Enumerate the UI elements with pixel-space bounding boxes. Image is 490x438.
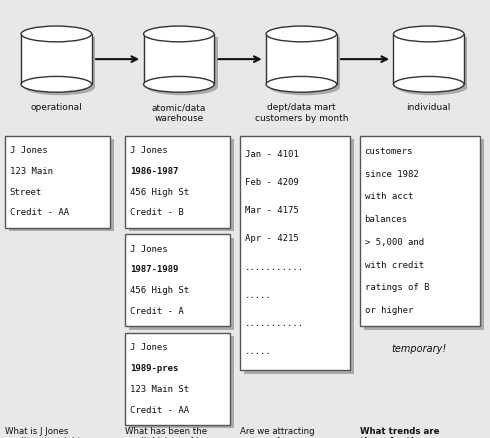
Text: dept/data mart
customers by month: dept/data mart customers by month [255,103,348,123]
Polygon shape [129,238,234,330]
Text: Mar - 4175: Mar - 4175 [245,206,299,215]
Text: 1989-pres: 1989-pres [130,364,178,373]
Polygon shape [24,37,95,88]
Ellipse shape [393,76,464,92]
Ellipse shape [397,80,467,95]
Polygon shape [266,34,337,84]
FancyBboxPatch shape [240,136,350,370]
Text: 456 High St: 456 High St [130,286,189,295]
Ellipse shape [144,76,214,92]
Text: balances: balances [365,215,408,224]
Text: 123 Main: 123 Main [10,167,53,176]
Ellipse shape [144,26,214,42]
Ellipse shape [266,26,337,42]
Polygon shape [129,336,234,428]
Polygon shape [21,34,92,84]
Ellipse shape [24,80,95,95]
Text: What has been the
credit history of J
Jones?: What has been the credit history of J Jo… [125,427,207,438]
Text: operational: operational [30,103,82,112]
Polygon shape [244,139,354,374]
Text: J Jones: J Jones [130,343,168,352]
Text: or higher: or higher [365,306,413,315]
FancyBboxPatch shape [5,136,110,228]
Polygon shape [9,139,114,231]
Polygon shape [147,37,218,88]
Text: with acct: with acct [365,192,413,201]
Ellipse shape [270,80,340,95]
Text: since 1982: since 1982 [365,170,418,179]
Text: ...........: ........... [245,319,304,328]
Text: temporary!: temporary! [392,344,446,354]
Text: Credit - A: Credit - A [130,307,184,316]
Text: 456 High St: 456 High St [130,187,189,197]
Polygon shape [270,37,340,88]
Ellipse shape [266,76,337,92]
Text: .....: ..... [245,291,272,300]
Text: Credit - B: Credit - B [130,208,184,218]
Text: Street: Street [10,187,42,197]
Ellipse shape [147,80,218,95]
Text: 1987-1989: 1987-1989 [130,265,178,275]
Ellipse shape [21,26,92,42]
Ellipse shape [393,26,464,42]
Text: atomic/data
warehouse: atomic/data warehouse [152,103,206,123]
Text: J Jones: J Jones [130,244,168,254]
Text: J Jones: J Jones [130,146,168,155]
Text: J Jones: J Jones [10,146,48,155]
Text: Credit - AA: Credit - AA [130,406,189,415]
FancyBboxPatch shape [125,136,230,228]
Text: customers: customers [365,147,413,156]
Text: .....: ..... [245,347,272,356]
Text: ...........: ........... [245,262,304,272]
Text: Are we attracting
more or fewer
customers over
time?: Are we attracting more or fewer customer… [240,427,315,438]
Text: Jan - 4101: Jan - 4101 [245,150,299,159]
Text: What is J Jones
credit rating right
now?: What is J Jones credit rating right now? [5,427,81,438]
Text: with credit: with credit [365,261,424,270]
Text: Credit - AA: Credit - AA [10,208,69,218]
Polygon shape [129,139,234,231]
Polygon shape [144,34,214,84]
Text: Apr - 4215: Apr - 4215 [245,234,299,244]
Text: > 5,000 and: > 5,000 and [365,238,424,247]
Text: 1986-1987: 1986-1987 [130,167,178,176]
Polygon shape [393,34,464,84]
FancyBboxPatch shape [125,333,230,425]
Text: Feb - 4209: Feb - 4209 [245,178,299,187]
FancyBboxPatch shape [360,136,480,326]
FancyBboxPatch shape [125,234,230,326]
Polygon shape [364,139,484,330]
Text: What trends are
there for the
customers we are
analyzing?: What trends are there for the customers … [360,427,446,438]
Text: individual: individual [407,103,451,112]
Text: 123 Main St: 123 Main St [130,385,189,394]
Ellipse shape [21,76,92,92]
Polygon shape [397,37,467,88]
Text: ratings of B: ratings of B [365,283,429,292]
